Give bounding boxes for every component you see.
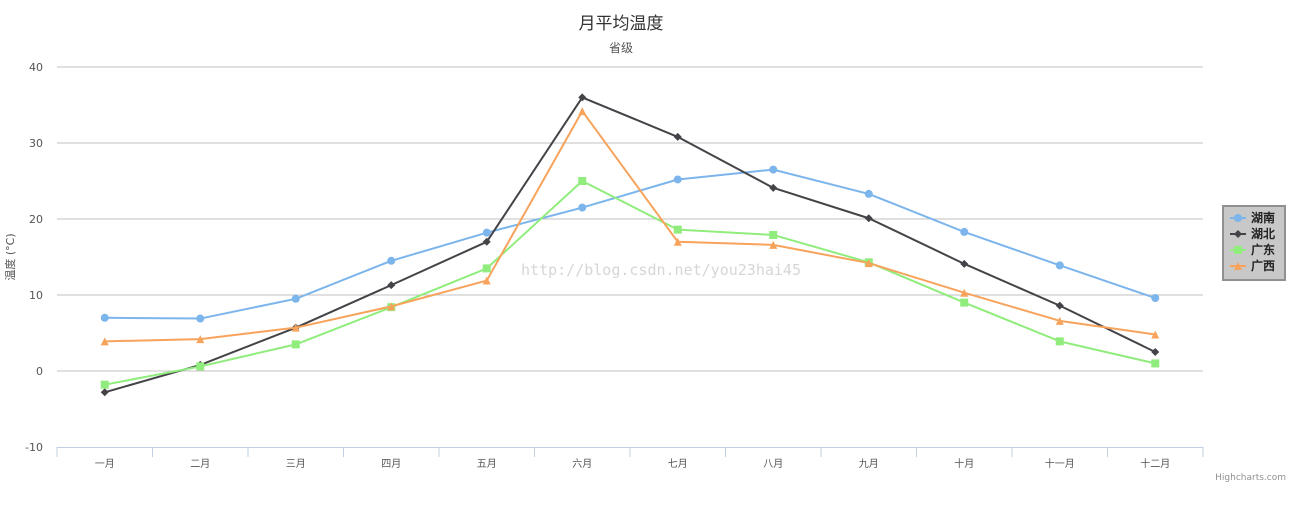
legend-item[interactable]: 湖南 — [1230, 210, 1275, 225]
series-line[interactable] — [104, 180, 1156, 386]
data-point-marker[interactable] — [673, 237, 682, 246]
data-point-marker[interactable] — [769, 230, 778, 239]
data-point-marker[interactable] — [196, 335, 205, 344]
data-point-marker[interactable] — [196, 314, 205, 323]
legend-label: 湖北 — [1251, 226, 1275, 241]
data-point-marker[interactable] — [291, 340, 300, 349]
data-point-marker[interactable] — [100, 388, 109, 397]
x-tick-label: 三月 — [286, 458, 306, 470]
data-point-marker[interactable] — [1055, 337, 1064, 346]
data-point-marker[interactable] — [482, 264, 491, 273]
series-0 — [100, 165, 1160, 323]
data-point-marker[interactable] — [578, 177, 587, 185]
x-tick-label: 四月 — [381, 458, 401, 470]
legend-item[interactable]: 广西 — [1230, 258, 1275, 273]
data-point-marker[interactable] — [387, 302, 396, 311]
legend-box — [1222, 205, 1286, 281]
y-tick-label: 40 — [29, 61, 43, 74]
legend-marker-symbol — [1234, 230, 1242, 238]
x-tick-label: 九月 — [859, 458, 879, 470]
legend-label: 广东 — [1251, 242, 1275, 257]
y-tick-label: 30 — [29, 137, 43, 150]
data-point-marker[interactable] — [482, 276, 491, 285]
y-gridlines — [57, 66, 1203, 372]
data-point-marker[interactable] — [387, 256, 396, 265]
series-line[interactable] — [104, 168, 1156, 320]
y-axis-tick-labels: -10 0 10 20 30 40 — [25, 61, 43, 454]
chart-title: 月平均温度 — [579, 14, 664, 34]
data-point-marker[interactable] — [673, 225, 682, 234]
y-tick-label: 0 — [36, 365, 43, 378]
data-point-marker[interactable] — [960, 288, 969, 297]
y-tick-label: 20 — [29, 213, 43, 226]
legend-item[interactable]: 湖北 — [1230, 226, 1275, 241]
data-point-marker[interactable] — [1151, 348, 1160, 356]
data-point-marker[interactable] — [1055, 316, 1064, 325]
series-line[interactable] — [104, 96, 1156, 394]
data-point-marker[interactable] — [960, 259, 969, 268]
series-lines — [100, 93, 1160, 397]
data-point-marker[interactable] — [769, 240, 778, 249]
data-point-marker[interactable] — [1055, 261, 1064, 270]
data-point-marker[interactable] — [864, 259, 873, 268]
data-point-marker[interactable] — [1151, 294, 1160, 303]
data-point-marker[interactable] — [1151, 359, 1160, 368]
credits-link[interactable]: Highcharts.com — [1215, 473, 1286, 483]
legend-label: 广西 — [1251, 258, 1275, 273]
data-point-marker[interactable] — [864, 189, 873, 198]
data-point-marker[interactable] — [673, 132, 682, 141]
y-axis-label: 温度 (°C) — [3, 233, 17, 280]
data-point-marker[interactable] — [196, 362, 205, 371]
series-3 — [100, 107, 1160, 346]
data-point-marker[interactable] — [1151, 330, 1160, 339]
data-point-marker[interactable] — [100, 313, 109, 322]
data-point-marker[interactable] — [482, 228, 491, 237]
data-point-marker[interactable] — [100, 380, 109, 389]
watermark-text: http://blog.csdn.net/you23hai45 — [521, 261, 801, 279]
data-point-marker[interactable] — [482, 237, 491, 246]
data-point-marker[interactable] — [578, 107, 587, 116]
data-point-marker[interactable] — [864, 214, 873, 223]
data-point-marker[interactable] — [960, 298, 969, 307]
x-tick-label: 十月 — [954, 457, 974, 470]
legend-item[interactable]: 广东 — [1230, 242, 1275, 257]
data-point-marker[interactable] — [387, 281, 396, 290]
data-point-marker[interactable] — [673, 175, 682, 184]
x-tick-label: 十二月 — [1140, 457, 1170, 470]
legend-marker-symbol — [1234, 214, 1242, 222]
x-axis: 一月 二月 三月 四月 五月 六月 七月 八月 九月 十月 十一月 十二月 — [56, 447, 1204, 470]
data-point-marker[interactable] — [769, 165, 778, 174]
y-tick-label: -10 — [25, 441, 43, 454]
legend-label: 湖南 — [1251, 210, 1275, 225]
data-point-marker[interactable] — [100, 337, 109, 346]
data-point-marker[interactable] — [1055, 301, 1064, 310]
data-point-marker[interactable] — [960, 227, 969, 236]
x-tick-label: 七月 — [668, 458, 688, 470]
chart-subtitle: 省级 — [609, 41, 633, 55]
x-tick-label: 十一月 — [1045, 457, 1075, 470]
data-point-marker[interactable] — [578, 93, 587, 102]
y-tick-label: 10 — [29, 289, 43, 302]
data-point-marker[interactable] — [769, 183, 778, 192]
series-line[interactable] — [104, 110, 1156, 343]
legend-marker-symbol — [1234, 246, 1242, 254]
x-tick-label: 五月 — [477, 458, 497, 470]
data-point-marker[interactable] — [291, 294, 300, 303]
x-tick-label: 二月 — [190, 458, 210, 470]
data-point-marker[interactable] — [291, 323, 300, 332]
x-tick-label: 一月 — [95, 458, 115, 470]
data-point-marker[interactable] — [578, 203, 587, 212]
x-tick-label: 六月 — [572, 458, 592, 470]
x-tick-label: 八月 — [763, 458, 783, 470]
legend-marker-symbol — [1234, 262, 1242, 270]
